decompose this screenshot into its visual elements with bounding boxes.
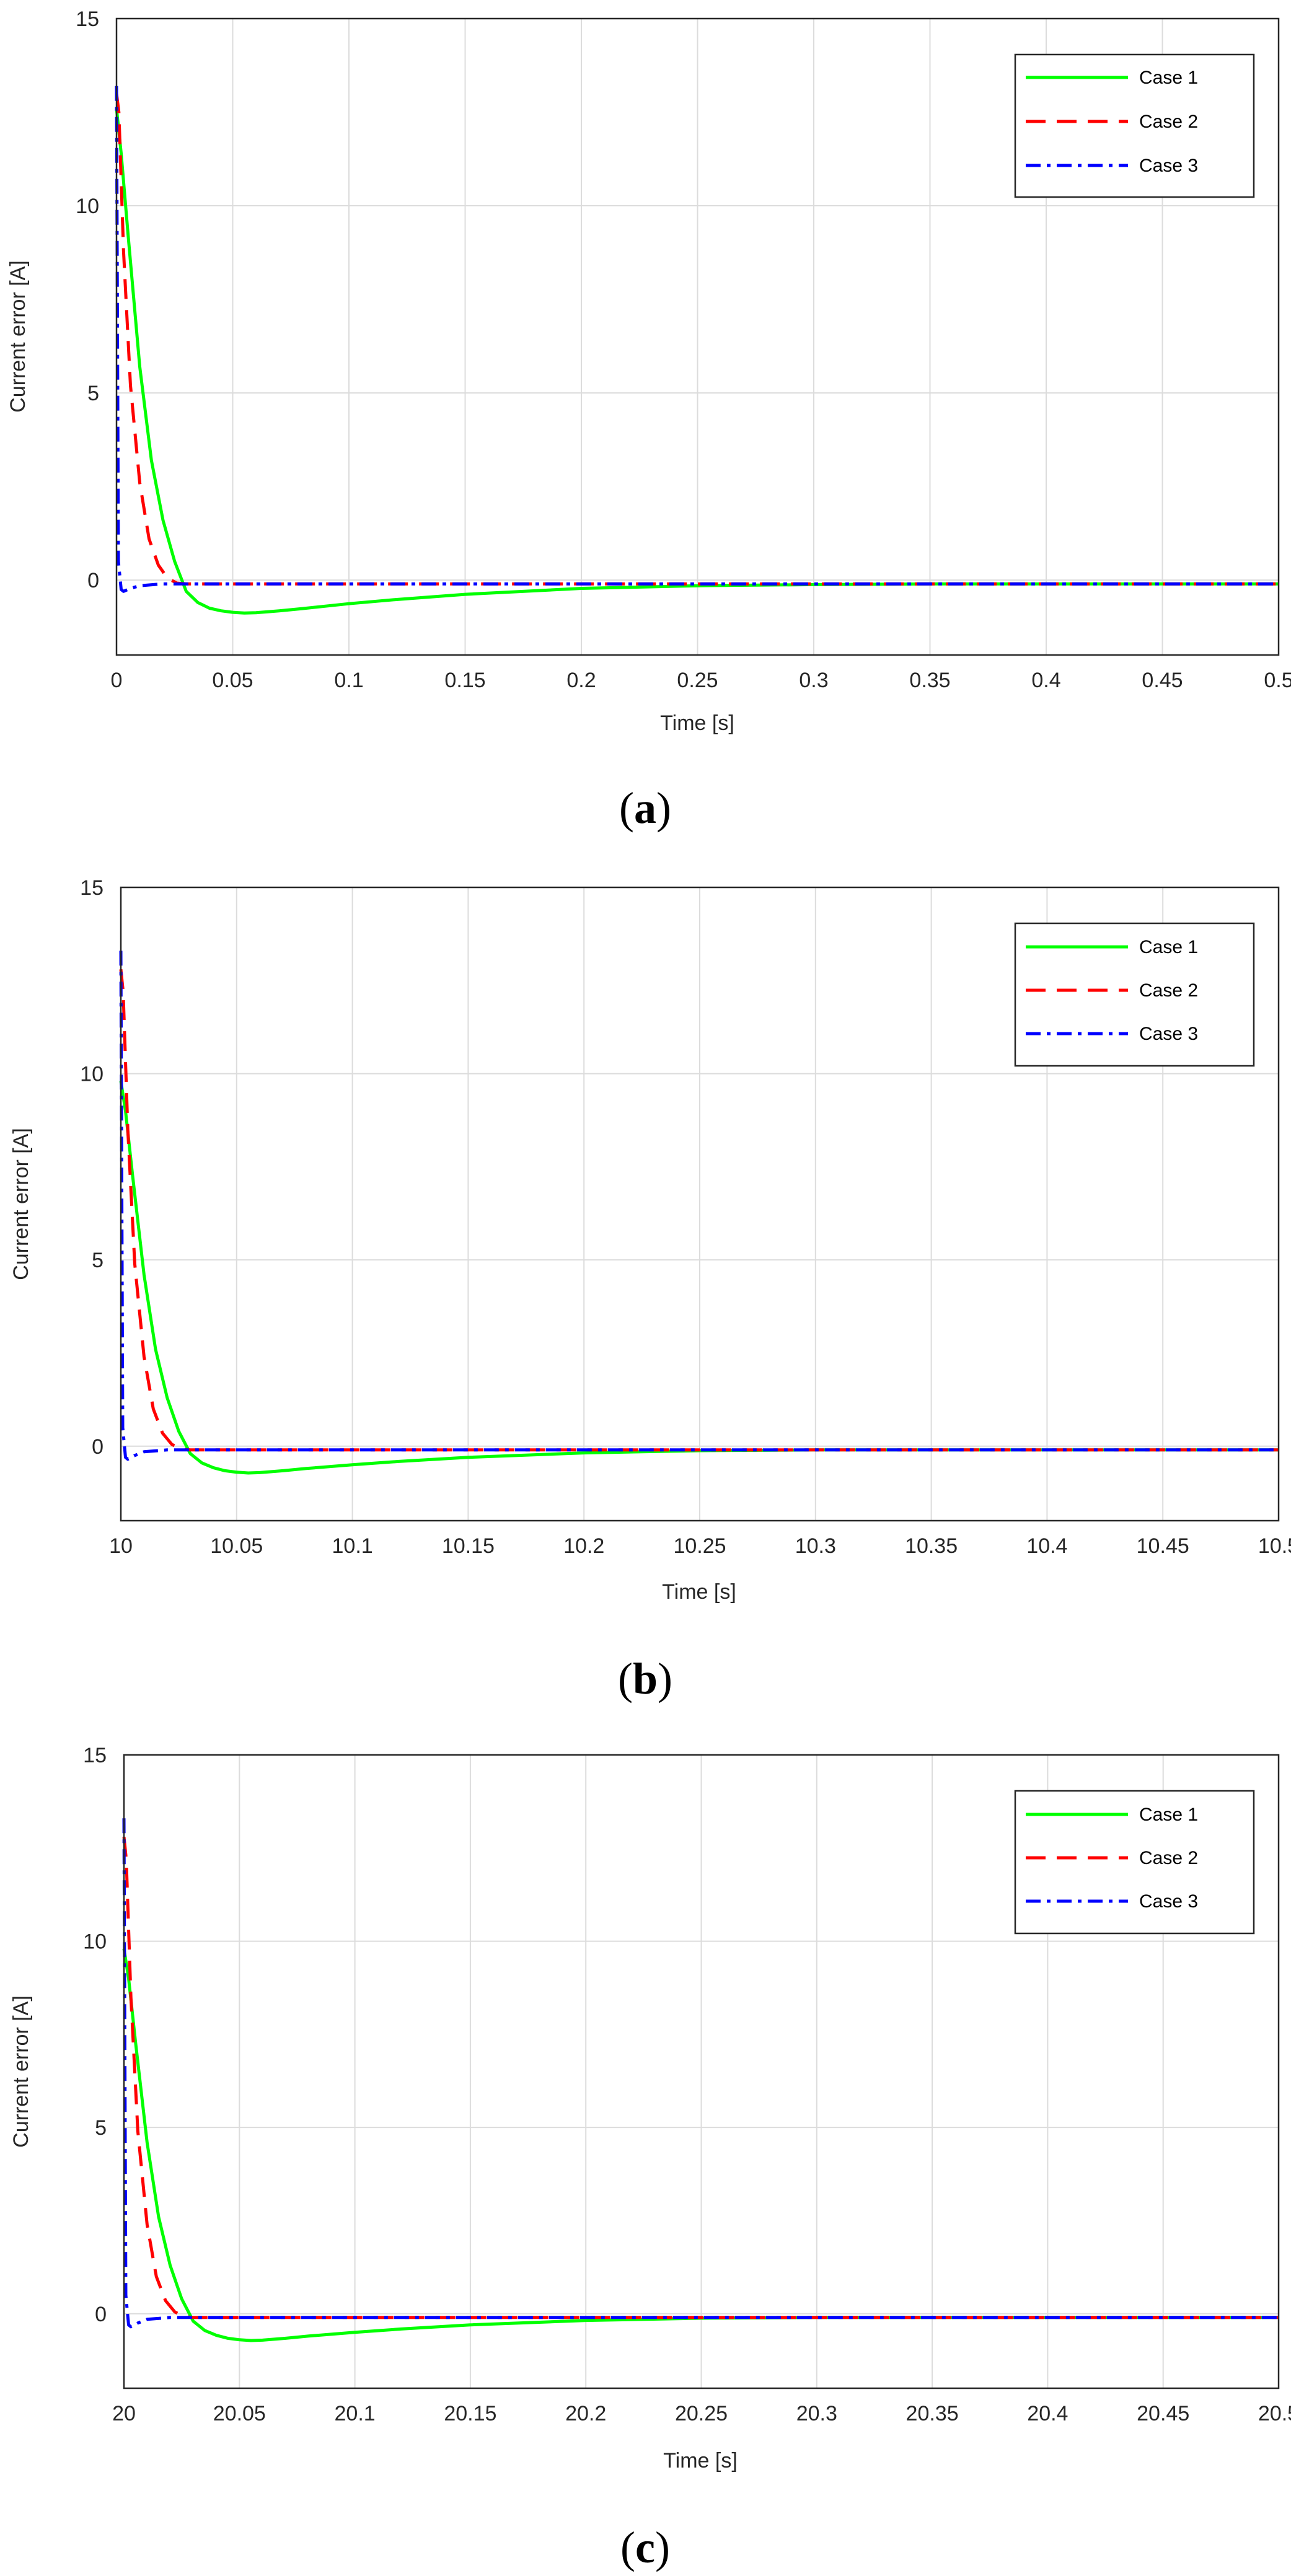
x-tick-label: 0.2 bbox=[566, 669, 596, 692]
y-tick-label: 15 bbox=[76, 7, 99, 31]
x-tick-label: 10.25 bbox=[673, 1534, 726, 1558]
panel-caption-a: (a) bbox=[619, 783, 671, 833]
series-lines bbox=[122, 1818, 1279, 2342]
x-tick-label: 10.2 bbox=[563, 1534, 604, 1558]
x-tick-label: 0.45 bbox=[1142, 669, 1183, 692]
x-tick-label: 0.25 bbox=[677, 669, 718, 692]
x-tick-label: 20.25 bbox=[675, 2402, 728, 2425]
x-axis-label: Time [s] bbox=[662, 1580, 736, 1604]
x-tick-label: 20.45 bbox=[1137, 2402, 1189, 2425]
axes-box bbox=[120, 886, 1280, 1522]
x-axis-label: Time [s] bbox=[663, 2449, 738, 2473]
grid-lines bbox=[121, 887, 1279, 1521]
x-tick-label: 10.05 bbox=[210, 1534, 263, 1558]
y-tick-label: 10 bbox=[83, 1930, 107, 1954]
x-tick-label: 20.4 bbox=[1027, 2402, 1068, 2425]
y-tick-labels: 0 5 10 15 bbox=[76, 7, 99, 592]
axes-box bbox=[123, 1754, 1280, 2389]
chart-panel-a: 0 0.05 0.1 0.15 0.2 0.25 0.3 0.35 0.4 0.45 0.5 0 5 1… bbox=[6, 7, 1291, 833]
x-tick-labels: 0 0.05 0.1 0.15 0.2 0.25 0.3 0.35 0.4 0.45 0.5 bbox=[111, 669, 1291, 692]
y-tick-labels: 0 5 10 15 bbox=[80, 876, 104, 1459]
legend-label-case-2: Case 2 bbox=[1139, 112, 1198, 132]
legend-label-case-3: Case 3 bbox=[1139, 1891, 1198, 1912]
x-tick-label: 0 bbox=[111, 669, 123, 692]
legend-label-case-2: Case 2 bbox=[1139, 980, 1198, 1001]
y-tick-labels: 0 5 10 15 bbox=[83, 1744, 107, 2326]
x-tick-label: 20.35 bbox=[906, 2402, 959, 2425]
x-tick-label: 20.05 bbox=[213, 2402, 266, 2425]
x-tick-label: 10.35 bbox=[905, 1534, 958, 1558]
x-tick-label: 20.3 bbox=[796, 2402, 837, 2425]
x-tick-labels: 20 20.05 20.1 20.15 20.2 20.25 20.3 20.35 20.4 20… bbox=[112, 2402, 1291, 2425]
x-tick-label: 0.15 bbox=[444, 669, 485, 692]
legend-label-case-2: Case 2 bbox=[1139, 1848, 1198, 1868]
y-tick-label: 5 bbox=[92, 1249, 104, 1272]
series-line-case-2 bbox=[119, 969, 1279, 1452]
grid-lines bbox=[124, 1755, 1279, 2388]
x-tick-label: 10.4 bbox=[1026, 1534, 1067, 1558]
x-tick-label: 0.35 bbox=[909, 669, 950, 692]
x-tick-label: 10.15 bbox=[442, 1534, 495, 1558]
x-tick-label: 20 bbox=[112, 2402, 136, 2425]
y-tick-label: 0 bbox=[95, 2303, 107, 2326]
legend-box bbox=[1014, 1790, 1255, 1935]
y-tick-label: 0 bbox=[92, 1435, 104, 1459]
x-tick-label: 10 bbox=[109, 1534, 133, 1558]
series-lines bbox=[119, 951, 1279, 1475]
legend: Case 1 Case 2 Case 3 bbox=[1014, 53, 1255, 198]
legend: Case 1 Case 2 Case 3 bbox=[1014, 1790, 1255, 1935]
y-tick-label: 0 bbox=[87, 569, 99, 592]
series-line-case-3 bbox=[115, 86, 1279, 593]
legend-label-case-3: Case 3 bbox=[1139, 1024, 1198, 1044]
y-tick-label: 15 bbox=[83, 1744, 107, 1767]
x-tick-label: 0.1 bbox=[334, 669, 363, 692]
y-axis-label: Current error [A] bbox=[6, 260, 30, 413]
y-tick-label: 15 bbox=[80, 876, 104, 900]
x-tick-label: 20.15 bbox=[444, 2402, 496, 2425]
x-axis-label: Time [s] bbox=[660, 711, 734, 735]
x-tick-label: 0.4 bbox=[1031, 669, 1060, 692]
series-line-case-2 bbox=[115, 93, 1279, 586]
y-tick-label: 5 bbox=[87, 382, 99, 405]
x-tick-labels: 10 10.05 10.1 10.15 10.2 10.25 10.3 10.35 10.4 10… bbox=[109, 1534, 1291, 1558]
y-tick-label: 10 bbox=[76, 195, 99, 218]
x-tick-label: 20.2 bbox=[565, 2402, 606, 2425]
chart-panel-b: 10 10.05 10.1 10.15 10.2 10.25 10.3 10.35 10.4 10… bbox=[9, 876, 1291, 1703]
legend-box bbox=[1014, 922, 1255, 1067]
legend-label-case-3: Case 3 bbox=[1139, 156, 1198, 176]
x-tick-label: 10.5 bbox=[1258, 1534, 1291, 1558]
series-line-case-2 bbox=[122, 1837, 1279, 2319]
x-tick-label: 0.5 bbox=[1264, 669, 1291, 692]
y-axis-label: Current error [A] bbox=[9, 1128, 33, 1280]
y-tick-label: 5 bbox=[95, 2116, 107, 2140]
x-tick-label: 10.1 bbox=[332, 1534, 373, 1558]
x-tick-label: 20.5 bbox=[1258, 2402, 1291, 2425]
chart-panel-c: 20 20.05 20.1 20.15 20.2 20.25 20.3 20.35 20.4 20… bbox=[9, 1744, 1291, 2572]
x-tick-label: 10.45 bbox=[1137, 1534, 1189, 1558]
x-tick-label: 0.05 bbox=[212, 669, 253, 692]
y-axis-label: Current error [A] bbox=[9, 1995, 33, 2148]
legend-label-case-1: Case 1 bbox=[1139, 1805, 1198, 1825]
x-tick-label: 10.3 bbox=[795, 1534, 836, 1558]
series-lines bbox=[115, 86, 1279, 615]
panel-caption-c: (c) bbox=[620, 2523, 670, 2572]
legend-label-case-1: Case 1 bbox=[1139, 937, 1198, 957]
panel-caption-b: (b) bbox=[618, 1654, 672, 1703]
legend: Case 1 Case 2 Case 3 bbox=[1014, 922, 1255, 1067]
y-tick-label: 10 bbox=[80, 1063, 104, 1086]
x-tick-label: 0.3 bbox=[799, 669, 828, 692]
x-tick-label: 20.1 bbox=[335, 2402, 376, 2425]
legend-label-case-1: Case 1 bbox=[1139, 68, 1198, 88]
grid-lines bbox=[117, 19, 1279, 655]
axes-box bbox=[115, 17, 1280, 656]
series-line-case-1 bbox=[115, 108, 1279, 615]
